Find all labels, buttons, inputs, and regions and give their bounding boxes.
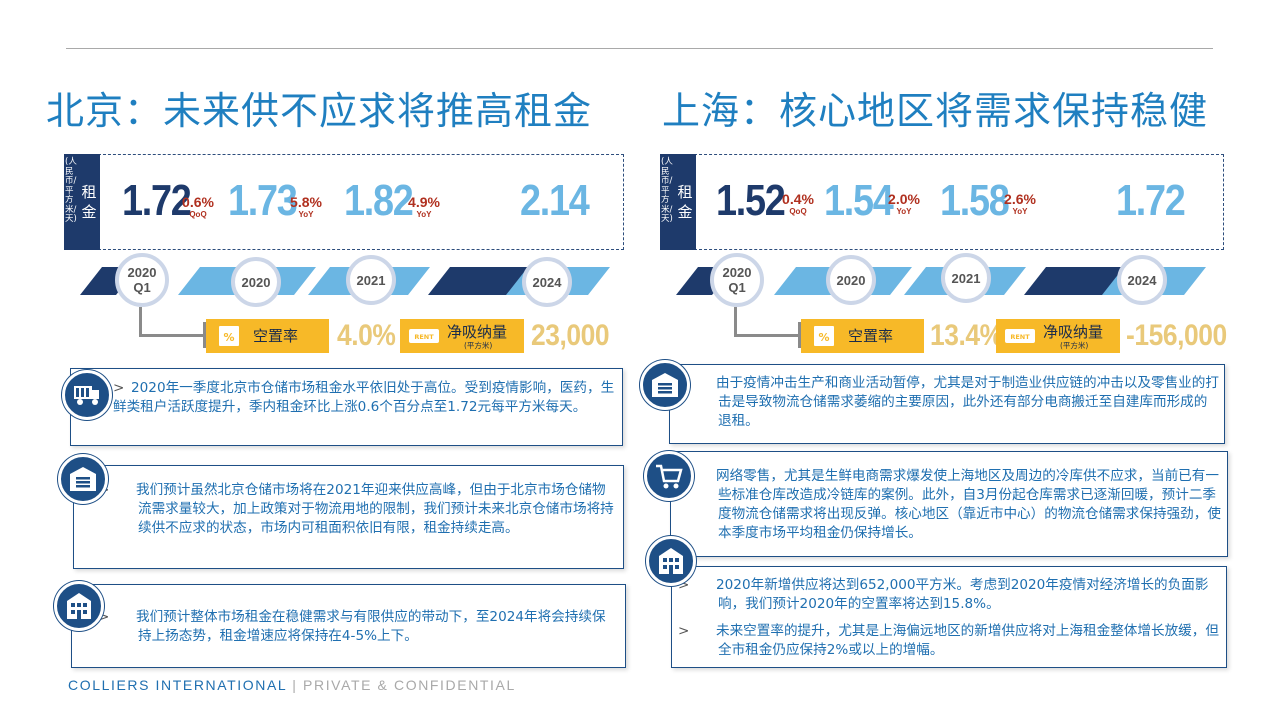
shanghai-timeline-2024: 2024 [1117, 255, 1167, 305]
beijing-rent-2020: 1.73 [228, 176, 298, 225]
shanghai-rent-tab: (人民币/平方米/天) 租金 [660, 154, 696, 250]
shanghai-vacancy-value: 13.4% [930, 319, 1003, 352]
shanghai-rent-2021: 1.58 [940, 176, 1010, 225]
shanghai-bracket-horizontal [734, 334, 798, 337]
shanghai-absorption-unit: (平方米) [1060, 341, 1089, 350]
beijing-change-yoy-2021: 4.9% YoY [408, 194, 440, 220]
rent-sign-icon: RENT [1005, 329, 1035, 343]
shanghai-timeline-2021: 2021 [941, 253, 991, 303]
shanghai-bracket-tick [798, 322, 801, 348]
beijing-absorption-value: 23,000 [531, 319, 610, 352]
top-divider [66, 48, 1213, 49]
shanghai-rent-label: 租金 [677, 183, 693, 221]
shanghai-absorption-value: -156,000 [1126, 319, 1227, 352]
beijing-timeline-2021: 2021 [346, 255, 396, 305]
truck-icon [62, 370, 112, 420]
shanghai-timeline-2020: 2020 [826, 255, 876, 305]
shanghai-bracket-vertical [734, 307, 737, 337]
beijing-rent-label: 租金 [81, 183, 97, 221]
svg-text:%: % [818, 331, 829, 344]
beijing-note-box-3 [71, 584, 626, 668]
footer-confidential: PRIVATE & CONFIDENTIAL [303, 677, 516, 693]
warehouse-icon [640, 360, 690, 410]
beijing-timeline-2020: 2020 [231, 257, 281, 307]
warehouse-icon [58, 454, 108, 504]
shanghai-absorption-label: 净吸纳量 [1043, 323, 1104, 341]
beijing-change-yoy-2020: 5.8% YoY [290, 194, 322, 220]
shanghai-note-2: >网络零售，尤其是生鲜电商需求爆发使上海地区及周边的冷库供不应求，当前已有一些标… [678, 468, 1221, 541]
shanghai-timeline-2020q1: 2020 Q1 [710, 253, 764, 307]
footer-brand: COLLIERS INTERNATIONAL [68, 677, 287, 693]
percent-tag-icon: % [219, 326, 239, 346]
shanghai-rent-2024: 1.72 [1116, 176, 1186, 225]
beijing-vacancy-value: 4.0% [337, 319, 396, 352]
footer-separator: | [292, 677, 298, 693]
beijing-change-qoq: 0.6% QoQ [182, 194, 214, 220]
beijing-rent-2020q1: 1.72 [122, 176, 192, 225]
shanghai-rent-panel [694, 154, 1224, 250]
percent-tag-icon: % [814, 326, 834, 346]
rent-sign-icon: RENT [409, 329, 439, 343]
beijing-rent-panel [98, 154, 624, 250]
shanghai-vacancy-label: 空置率 [848, 327, 894, 345]
shanghai-change-yoy-2021: 2.6% YoY [1004, 191, 1036, 217]
shanghai-note-box-3 [671, 566, 1227, 668]
shopping-cart-icon [644, 451, 694, 501]
shanghai-note-4: > 未来空置率的提升，尤其是上海偏远地区的新增供应将对上海租金整体增长放缓，但全市… [678, 623, 1219, 658]
shanghai-rent-2020q1: 1.52 [716, 176, 786, 225]
beijing-absorption-unit: (平方米) [464, 341, 493, 350]
shanghai-note-box-1 [669, 364, 1225, 444]
beijing-note-box-2 [73, 465, 624, 569]
beijing-rent-tab: (人民币/平方米/天) 租金 [64, 154, 100, 250]
building-icon [646, 536, 696, 586]
beijing-title: 北京：未来供不应求将推高租金 [46, 89, 593, 133]
beijing-bracket-vertical [139, 307, 142, 337]
beijing-vacancy-label: 空置率 [253, 327, 299, 345]
beijing-rent-2021: 1.82 [344, 176, 414, 225]
shanghai-change-yoy-2020: 2.0% YoY [888, 191, 920, 217]
beijing-note-3: > 我们预计整体市场租金在稳健需求与有限供应的带动下，至2024年将会持续保持上扬… [98, 609, 606, 644]
beijing-timeline-2020q1: 2020 Q1 [115, 253, 169, 307]
footer: COLLIERS INTERNATIONAL | PRIVATE & CONFI… [68, 677, 516, 693]
beijing-timeline-2024: 2024 [522, 257, 572, 307]
building-icon [54, 581, 104, 631]
shanghai-note-1: >由于疫情冲击生产和商业活动暂停，尤其是对于制造业供应链的冲击以及零售业的打击是… [678, 375, 1219, 429]
svg-text:RENT: RENT [1010, 333, 1030, 341]
beijing-note-box-1 [70, 368, 623, 446]
beijing-note-1: >2020年一季度北京市仓储市场租金水平依旧处于高位。受到疫情影响，医药，生鲜类… [113, 380, 615, 415]
beijing-bracket-horizontal [139, 334, 203, 337]
beijing-note-2: >我们预计虽然北京仓储市场将在2021年迎来供应高峰，但由于北京市场仓储物流需求… [98, 482, 614, 536]
shanghai-note-3: >2020年新增供应将达到652,000平方米。考虑到2020年疫情对经济增长的… [678, 577, 1209, 612]
shanghai-change-qoq: 0.4% QoQ [782, 191, 814, 217]
beijing-bracket-tick [203, 322, 206, 348]
beijing-rent-2024: 2.14 [520, 176, 590, 225]
beijing-rent-unit: (人民币/平方米/天) [65, 157, 77, 224]
shanghai-note-box-2 [670, 451, 1228, 557]
svg-text:%: % [223, 331, 234, 344]
svg-text:RENT: RENT [414, 333, 434, 341]
shanghai-title: 上海：核心地区将需求保持稳健 [662, 89, 1209, 133]
shanghai-rent-unit: (人民币/平方米/天) [661, 157, 673, 224]
beijing-absorption-label: 净吸纳量 [447, 323, 508, 341]
shanghai-rent-2020: 1.54 [824, 176, 894, 225]
